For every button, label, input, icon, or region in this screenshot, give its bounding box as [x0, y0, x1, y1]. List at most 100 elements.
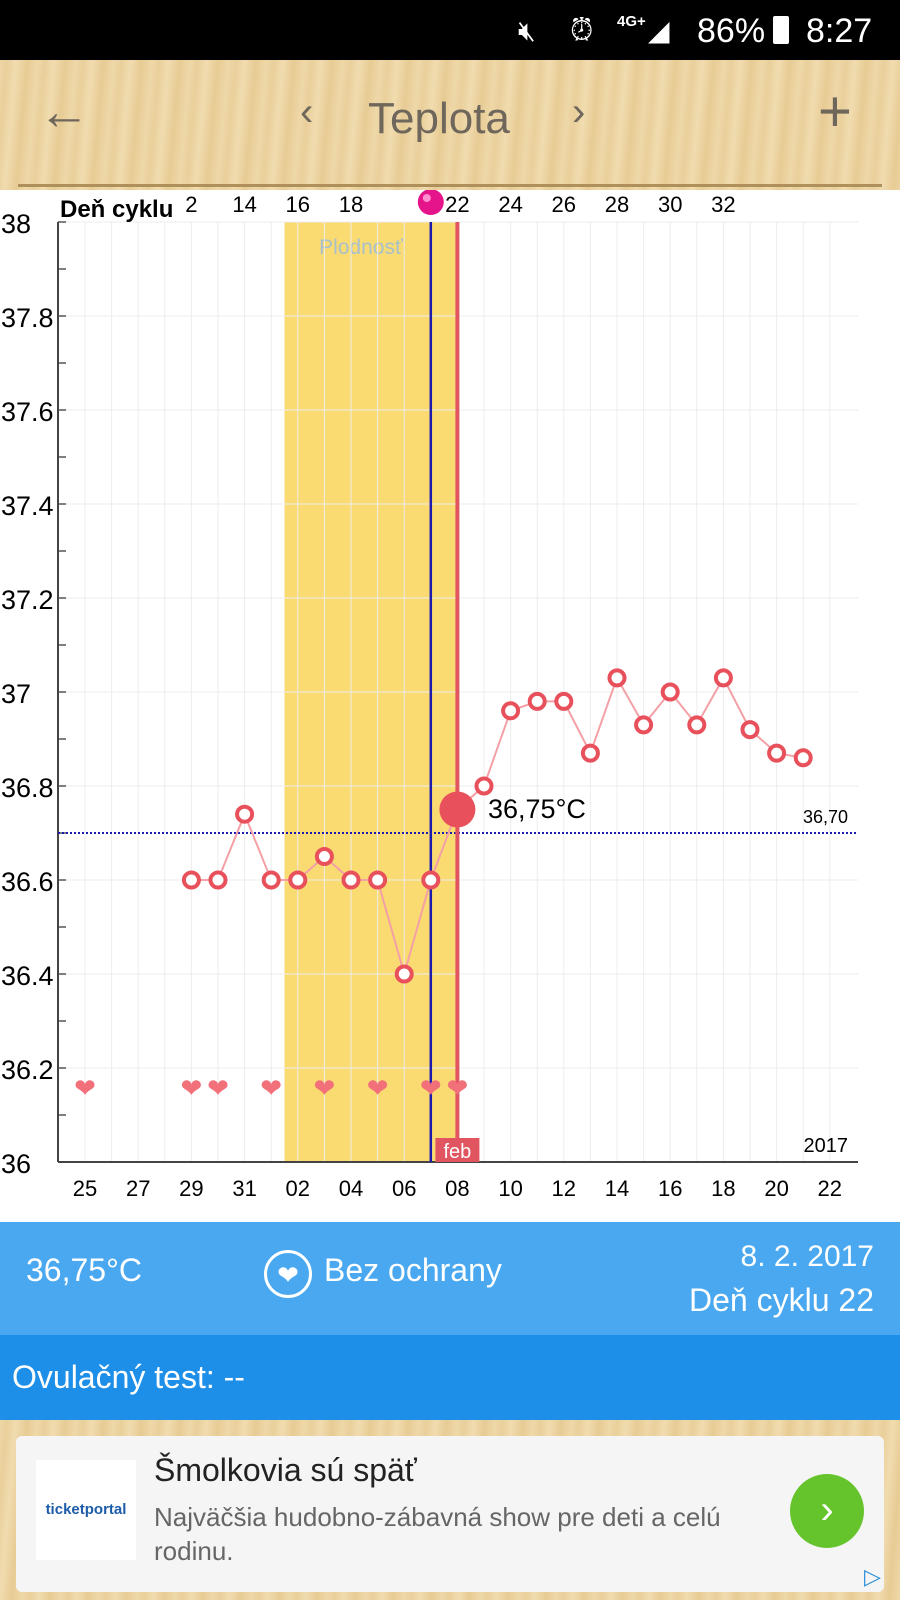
temperature-chart[interactable]: Plodnosť 38 37.8 37.6 37.4 37.2 37 36.8 36.6 36.4… — [0, 190, 900, 1222]
temperature-point — [687, 715, 707, 735]
month-label: feb — [443, 1141, 471, 1163]
x-tick-label: 04 — [339, 1176, 363, 1201]
temperature-point — [421, 870, 441, 890]
ovulation-marker-highlight — [422, 194, 431, 202]
x-tick-label: 10 — [498, 1176, 522, 1201]
y-tick-label: 38 — [1, 209, 31, 239]
page-title: Teplota — [368, 94, 510, 143]
ovulation-test-text: Ovulačný test: -- — [12, 1359, 245, 1395]
top-tick-label: 24 — [498, 192, 522, 217]
cycle-day: Deň cyklu 22 — [689, 1282, 874, 1318]
add-icon[interactable]: + — [818, 79, 852, 144]
temperature-point — [527, 691, 547, 711]
x-tick-label: 14 — [605, 1176, 629, 1201]
y-tick-label: 36 — [1, 1149, 31, 1179]
x-tick-label: 08 — [445, 1176, 469, 1201]
temperature-point — [607, 668, 627, 688]
temperature-point — [208, 870, 228, 890]
network-type: 4G+ — [617, 13, 646, 30]
chart-svg[interactable]: Plodnosť 38 37.8 37.6 37.4 37.2 37 36.8 36.6 36.4… — [0, 190, 900, 1222]
x-tick-label: 29 — [179, 1176, 203, 1201]
top-tick-label: 16 — [286, 192, 310, 217]
x-tick-label: 25 — [73, 1176, 97, 1201]
y-tick-label: 37.8 — [1, 303, 54, 333]
app-header: ← ‹ Teplota › + — [0, 60, 900, 190]
y-tick-label: 37.6 — [1, 397, 54, 427]
adchoices-icon[interactable]: ▷ — [864, 1564, 881, 1589]
y-tick-label: 37.4 — [1, 491, 54, 521]
day-temperature: 36,75°C — [26, 1252, 142, 1288]
intercourse-heart-icon: ❤ — [367, 1074, 389, 1104]
ad-area: ticketportal Šmolkovia sú späť Najväčšia… — [0, 1420, 900, 1600]
x-tick-label: 31 — [232, 1176, 256, 1201]
coverline-label: 36,70 — [803, 807, 848, 827]
y-tick-label: 37 — [1, 679, 31, 709]
top-tick-label: 26 — [552, 192, 576, 217]
protection-status: Bez ochrany — [324, 1252, 502, 1288]
ovulation-marker-icon — [417, 190, 444, 215]
temperature-point — [181, 870, 201, 890]
previous-chevron-icon[interactable]: ‹ — [300, 90, 314, 134]
day-info-panel[interactable]: 36,75°C ❤ Bez ochrany 8. 2. 2017 Deň cyk… — [0, 1222, 900, 1335]
x-tick-label: 02 — [286, 1176, 310, 1201]
y-tick-label: 36.2 — [1, 1055, 54, 1085]
fertility-label: Plodnosť — [319, 236, 404, 259]
temperature-point — [580, 743, 600, 763]
temperature-point — [740, 720, 760, 740]
ovulation-test-row[interactable]: Ovulačný test: -- — [0, 1335, 900, 1420]
top-tick-label: 30 — [658, 192, 682, 217]
mute-icon: 🔇︎ — [518, 15, 536, 46]
cycle-day-axis-label: Deň cyklu — [60, 196, 174, 223]
x-tick-label: 06 — [392, 1176, 416, 1201]
temperature-point — [474, 776, 494, 796]
intercourse-heart-icon: ❤ — [181, 1074, 203, 1104]
day-date: 8. 2. 2017 — [740, 1240, 874, 1273]
intercourse-heart-icon: ❤ — [74, 1074, 96, 1104]
ad-arrow-icon[interactable]: › — [790, 1474, 864, 1548]
back-arrow-icon[interactable]: ← — [38, 83, 90, 141]
heart-icon: ❤ — [264, 1250, 312, 1298]
header-divider — [18, 184, 882, 187]
top-tick-label: 18 — [339, 192, 363, 217]
temperature-point — [368, 870, 388, 890]
temperature-point — [767, 743, 787, 763]
temperature-point — [554, 691, 574, 711]
y-tick-label: 36.6 — [1, 867, 54, 897]
top-tick-label: 14 — [232, 192, 256, 217]
intercourse-heart-icon: ❤ — [314, 1074, 336, 1104]
battery-icon — [773, 16, 789, 44]
ad-logo: ticketportal — [36, 1460, 136, 1560]
intercourse-heart-icon: ❤ — [260, 1074, 282, 1104]
temperature-point — [261, 870, 281, 890]
status-bar: 🔇︎ ⏰︎ 4G+ ◢ 86% 8:27 — [0, 0, 900, 60]
x-tick-label: 20 — [764, 1176, 788, 1201]
temperature-point — [501, 701, 521, 721]
top-tick-label: 2 — [185, 192, 197, 217]
temperature-point — [314, 847, 334, 866]
signal-icon: ◢ — [648, 15, 670, 46]
x-tick-label: 18 — [711, 1176, 735, 1201]
month-tag — [435, 1138, 480, 1162]
temperature-point — [341, 870, 361, 890]
intercourse-heart-icon: ❤ — [420, 1074, 442, 1104]
ad-title[interactable]: Šmolkovia sú späť — [154, 1452, 417, 1488]
selected-temperature-readout: 36,75°C — [488, 794, 586, 824]
battery-percent: 86% — [697, 12, 766, 50]
clock: 8:27 — [806, 12, 873, 50]
top-tick-label: 28 — [605, 192, 629, 217]
intercourse-heart-icon: ❤ — [207, 1074, 229, 1104]
temperature-point — [793, 748, 813, 768]
temperature-point — [660, 682, 680, 702]
top-tick-label: 22 — [445, 192, 469, 217]
selected-temperature-point — [439, 791, 476, 828]
year-label: 2017 — [804, 1135, 849, 1157]
x-tick-label: 22 — [818, 1176, 842, 1201]
x-tick-label: 12 — [552, 1176, 576, 1201]
temperature-point — [288, 870, 308, 890]
next-chevron-icon[interactable]: › — [572, 90, 586, 134]
x-tick-label: 16 — [658, 1176, 682, 1201]
y-tick-label: 36.4 — [1, 961, 54, 991]
y-tick-label: 37.2 — [1, 585, 54, 615]
ad-banner[interactable]: ticketportal Šmolkovia sú späť Najväčšia… — [16, 1436, 884, 1592]
temperature-point — [713, 668, 733, 688]
